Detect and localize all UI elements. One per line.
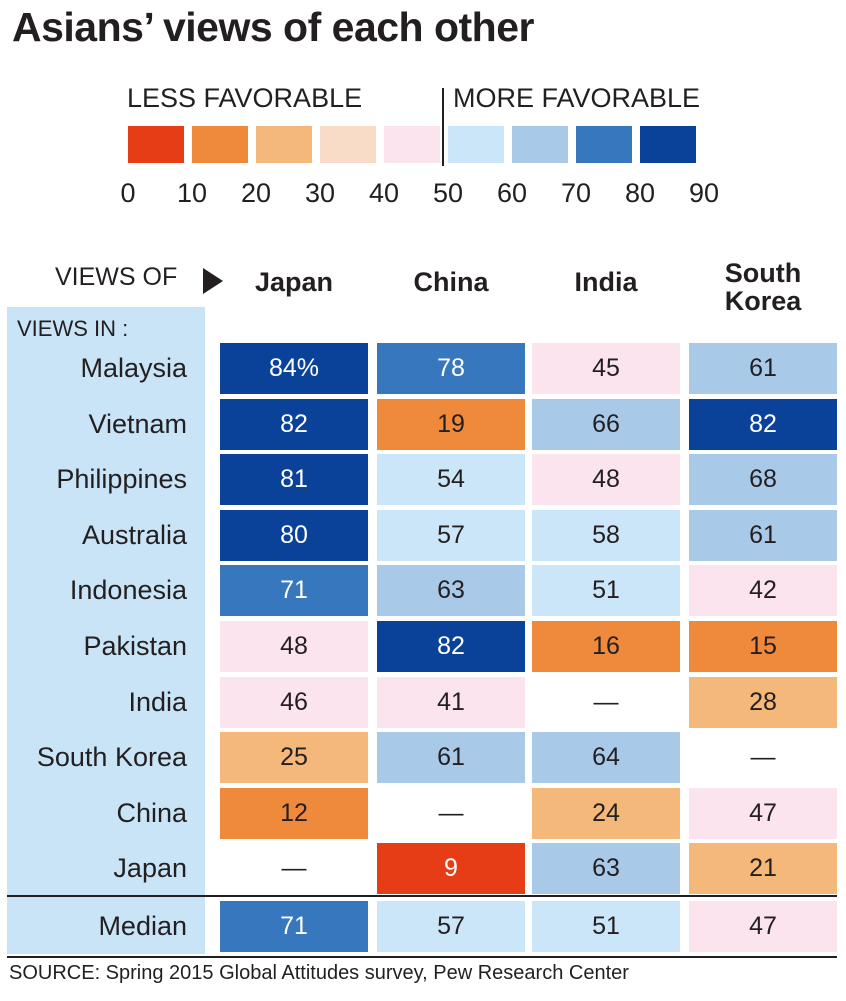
heatmap-cell: 45 <box>532 343 680 394</box>
heatmap-cell: 57 <box>377 509 525 561</box>
heatmap-cell: 12 <box>220 787 368 839</box>
heatmap-cell: 28 <box>689 676 837 728</box>
row-label: Australia <box>81 519 187 550</box>
heatmap-cell: 16 <box>532 621 680 672</box>
legend-swatch <box>640 126 696 163</box>
heatmap-cell: 48 <box>532 454 680 506</box>
heatmap-cell: 78 <box>377 343 525 394</box>
heatmap-cell: 54 <box>377 454 525 506</box>
row-label: India <box>128 686 187 717</box>
views-in-label: VIEWS IN : <box>17 316 129 341</box>
legend-more-label: MORE FAVORABLE <box>453 83 701 113</box>
heatmap-cell: 51 <box>532 565 680 617</box>
heatmap-cell: 84% <box>220 343 368 394</box>
legend-swatch <box>448 126 504 163</box>
source-note: SOURCE: Spring 2015 Global Attitudes sur… <box>9 962 629 984</box>
heatmap-cell: 42 <box>689 565 837 617</box>
legend-tick-label: 90 <box>688 178 720 208</box>
heatmap-cell: 61 <box>689 343 837 394</box>
heatmap-cell: 21 <box>689 843 837 895</box>
row-label-panel <box>7 307 205 954</box>
heatmap-cell: 57 <box>377 901 525 952</box>
heatmap-cell: 81 <box>220 454 368 506</box>
heatmap-cell: 61 <box>377 732 525 784</box>
legend-swatch <box>128 126 184 163</box>
heatmap-cell: 66 <box>532 398 680 450</box>
heatmap-cell: 82 <box>689 398 837 450</box>
legend-swatch <box>384 126 440 163</box>
legend-swatch <box>512 126 568 163</box>
column-header: China <box>413 267 489 297</box>
legend-less-label: LESS FAVORABLE <box>127 83 363 113</box>
legend-swatch <box>256 126 312 163</box>
legend-tick-label: 80 <box>624 178 656 208</box>
median-label: Median <box>98 911 187 941</box>
heatmap-cell: 47 <box>689 787 837 839</box>
row-label: Indonesia <box>69 575 187 606</box>
heatmap-cell: 71 <box>220 901 368 952</box>
no-data-cell: — <box>750 743 776 772</box>
column-header: Japan <box>254 267 334 297</box>
heatmap-cell: 24 <box>532 787 680 839</box>
heatmap-cell: 19 <box>377 398 525 450</box>
column-header: South Korea <box>724 258 802 316</box>
legend-swatch <box>576 126 632 163</box>
heatmap-cell: 63 <box>532 843 680 895</box>
heatmap-cell: 82 <box>220 398 368 450</box>
row-label: Pakistan <box>83 631 187 661</box>
heatmap-cell: 58 <box>532 509 680 561</box>
legend-tick-label: 40 <box>368 178 400 208</box>
heatmap-cell: 46 <box>220 676 368 728</box>
legend-swatch <box>192 126 248 163</box>
bottom-divider <box>7 956 837 958</box>
heatmap-cell: 63 <box>377 565 525 617</box>
column-header: India <box>574 267 638 297</box>
legend-tick-label: 10 <box>176 178 208 208</box>
heatmap-cell: 82 <box>377 621 525 672</box>
no-data-cell: — <box>438 798 464 827</box>
row-label: Japan <box>113 853 187 884</box>
row-label: Malaysia <box>80 353 187 383</box>
heatmap-cell: 41 <box>377 676 525 728</box>
heatmap-cell: 25 <box>220 732 368 784</box>
legend-tick-label: 20 <box>240 178 272 208</box>
row-label: Vietnam <box>88 408 187 439</box>
arrow-right-icon <box>203 268 223 294</box>
no-data-cell: — <box>281 854 307 883</box>
heatmap-cell: 15 <box>689 621 837 672</box>
row-label: China <box>116 797 187 828</box>
views-of-label: VIEWS OF <box>55 263 178 291</box>
row-label: South Korea <box>36 742 187 773</box>
heatmap-cell: 9 <box>377 843 525 895</box>
row-label: Philippines <box>56 464 187 495</box>
chart-title: Asians’ views of each other <box>12 4 534 50</box>
heatmap-cell: 51 <box>532 901 680 952</box>
median-divider <box>7 895 837 897</box>
heatmap-cell: 47 <box>689 901 837 952</box>
heatmap-cell: 48 <box>220 621 368 672</box>
legend-divider <box>442 88 444 166</box>
legend-tick-label: 30 <box>304 178 336 208</box>
no-data-cell: — <box>593 687 619 716</box>
heatmap-cell: 61 <box>689 509 837 561</box>
heatmap-cell: 68 <box>689 454 837 506</box>
legend-tick-label: 0 <box>120 178 136 208</box>
heatmap-cell: 71 <box>220 565 368 617</box>
heatmap-cell: 64 <box>532 732 680 784</box>
legend-swatch <box>320 126 376 163</box>
legend-tick-label: 50 <box>432 178 464 208</box>
legend-tick-label: 60 <box>496 178 528 208</box>
heatmap-cell: 80 <box>220 509 368 561</box>
legend-tick-label: 70 <box>560 178 592 208</box>
